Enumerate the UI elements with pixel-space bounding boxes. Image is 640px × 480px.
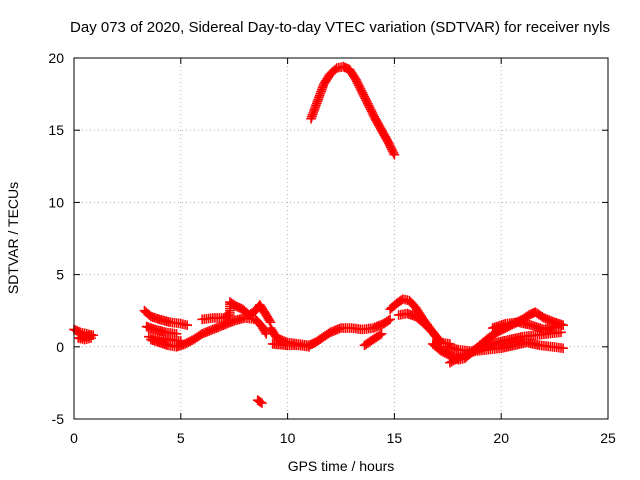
series-arc-a — [69, 324, 99, 345]
data-point — [383, 136, 393, 147]
data-point — [255, 397, 266, 407]
data-point — [385, 142, 396, 153]
series-arc-d — [197, 297, 276, 328]
x-axis-label: GPS time / hours — [288, 458, 395, 474]
data-point — [558, 343, 568, 354]
data-point — [367, 108, 378, 118]
data-point — [366, 106, 377, 117]
data-point — [359, 91, 369, 102]
data-point — [182, 320, 193, 330]
y-tick-label: 10 — [48, 194, 64, 210]
data-point — [456, 351, 466, 362]
y-tick-label: 20 — [48, 50, 64, 66]
data-point — [352, 78, 363, 89]
data-point — [558, 320, 568, 330]
chart-title: Day 073 of 2020, Sidereal Day-to-day VTE… — [70, 19, 610, 36]
y-tick-label: 15 — [48, 122, 64, 138]
data-point — [261, 329, 272, 339]
x-tick-label: 15 — [387, 430, 403, 446]
series-arc-h — [306, 61, 400, 160]
data-point — [357, 87, 368, 98]
data-point — [388, 148, 399, 158]
plot-frame — [73, 57, 609, 420]
data-point — [365, 104, 376, 115]
data-point — [264, 315, 275, 326]
data-point — [433, 334, 443, 345]
data-point — [355, 84, 366, 94]
data-point — [384, 138, 394, 149]
data-point — [385, 140, 395, 151]
data-point — [362, 97, 372, 107]
data-point — [364, 102, 375, 113]
data-point — [385, 314, 395, 325]
data-point — [353, 80, 364, 91]
series-arc-e — [265, 314, 395, 352]
x-tick-label: 10 — [280, 430, 296, 446]
series-arc-g — [428, 307, 568, 368]
data-point — [358, 89, 369, 100]
data-point — [363, 98, 373, 109]
series-arc-i — [252, 395, 267, 408]
x-tick-label: 0 — [70, 430, 78, 446]
data-point — [382, 135, 392, 145]
data-point — [434, 336, 445, 346]
data-point — [86, 333, 96, 343]
data-point — [383, 315, 394, 326]
data-point — [363, 100, 374, 111]
x-tick-label: 5 — [177, 430, 185, 446]
axis-ticks — [73, 57, 609, 420]
data-point — [386, 144, 397, 154]
data-point — [356, 85, 367, 96]
data-point — [257, 398, 267, 408]
data-point — [389, 149, 400, 160]
data-point — [375, 330, 385, 340]
tick-labels: 0 5 10 15 20 25 -5 0 5 10 15 20 — [48, 50, 616, 446]
data-points — [69, 61, 568, 408]
data-point — [260, 327, 270, 337]
data-point — [387, 146, 398, 156]
y-axis-label: SDTVAR / TECUs — [5, 182, 21, 294]
data-point — [354, 82, 365, 92]
data-point — [368, 110, 379, 120]
data-point — [369, 111, 380, 122]
x-tick-label: 20 — [493, 430, 509, 446]
data-point — [376, 329, 387, 339]
data-point — [360, 93, 370, 104]
y-tick-label: -5 — [52, 411, 65, 427]
data-point — [352, 76, 362, 87]
x-tick-label: 25 — [600, 430, 616, 446]
data-point — [351, 74, 361, 85]
series-arc-b — [139, 305, 193, 346]
series-arc-f — [385, 294, 455, 349]
data-point — [304, 342, 314, 352]
data-point — [551, 321, 562, 332]
grid — [74, 58, 608, 419]
y-tick-label: 5 — [56, 267, 64, 283]
y-tick-label: 0 — [56, 339, 64, 355]
data-point — [556, 327, 566, 338]
data-point — [361, 95, 371, 105]
